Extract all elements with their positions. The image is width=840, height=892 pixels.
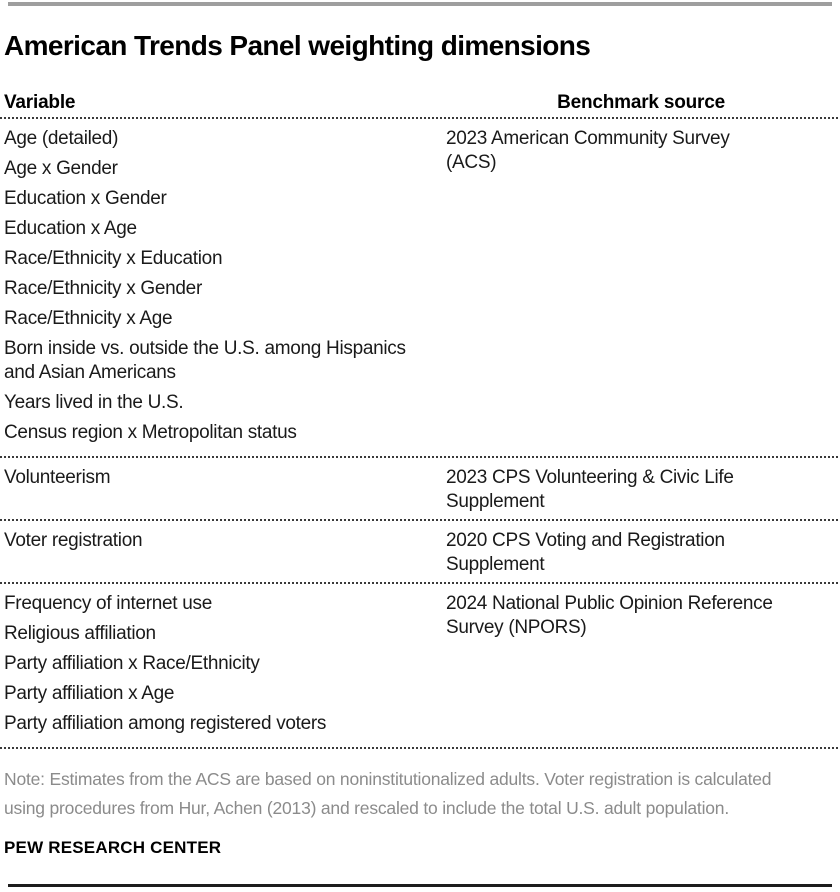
- section-divider: [0, 519, 840, 521]
- benchmark-source-cell: 2024 National Public Opinion Reference S…: [446, 593, 773, 638]
- variable-line: Education x Age: [4, 218, 137, 239]
- bottom-rule: [8, 884, 832, 887]
- variable-line: Race/Ethnicity x Age: [4, 308, 173, 329]
- figure-note: Note: Estimates from the ACS are based o…: [4, 769, 772, 818]
- variable-cell: Age (detailed) Age x Gender Education x …: [0, 127, 424, 451]
- variable-line: Party affiliation x Age: [4, 683, 175, 704]
- variable-line: Volunteerism: [4, 467, 111, 488]
- benchmark-source-cell: 2020 CPS Voting and Registration Supplem…: [446, 530, 725, 575]
- section-divider: [0, 456, 840, 458]
- variable-cell: Volunteerism: [0, 466, 424, 514]
- table-row-volunteerism: Volunteerism 2023 CPS Volunteering & Civ…: [0, 458, 840, 516]
- variable-line: Education x Gender: [4, 188, 167, 209]
- variable-line: Race/Ethnicity x Education: [4, 248, 223, 269]
- top-rule: [8, 2, 832, 6]
- table-row-npors: Frequency of internet use Religious affi…: [0, 584, 840, 744]
- variable-line: Age (detailed): [4, 128, 119, 149]
- benchmark-source-cell: 2023 CPS Volunteering & Civic Life Suppl…: [446, 467, 734, 512]
- variable-line: Frequency of internet use: [4, 593, 212, 614]
- column-header-benchmark-source: Benchmark source: [557, 92, 725, 113]
- header-divider: [0, 117, 840, 119]
- variable-line: Years lived in the U.S.: [4, 392, 184, 413]
- table-row-voter-registration: Voter registration 2020 CPS Voting and R…: [0, 521, 840, 579]
- variable-cell: Voter registration: [0, 529, 424, 577]
- variable-cell: Frequency of internet use Religious affi…: [0, 592, 424, 742]
- variable-line: Religious affiliation: [4, 623, 156, 644]
- section-divider: [0, 582, 840, 584]
- variable-line: Born inside vs. outside the U.S. among H…: [4, 338, 406, 383]
- variable-line: Race/Ethnicity x Gender: [4, 278, 202, 299]
- variable-line: Age x Gender: [4, 158, 118, 179]
- figure-title: American Trends Panel weighting dimensio…: [4, 30, 591, 61]
- table-header-row: Variable Benchmark source: [0, 92, 840, 114]
- pew-research-center-brand: PEW RESEARCH CENTER: [4, 838, 222, 857]
- benchmark-source-cell: 2023 American Community Survey (ACS): [446, 128, 730, 173]
- table-row-acs: Age (detailed) Age x Gender Education x …: [0, 119, 840, 453]
- table-bottom-divider: [0, 747, 840, 749]
- variable-line: Party affiliation among registered voter…: [4, 713, 327, 734]
- variable-line: Party affiliation x Race/Ethnicity: [4, 653, 260, 674]
- column-header-variable: Variable: [4, 92, 76, 113]
- variable-line: Voter registration: [4, 530, 143, 551]
- variable-line: Census region x Metropolitan status: [4, 422, 297, 443]
